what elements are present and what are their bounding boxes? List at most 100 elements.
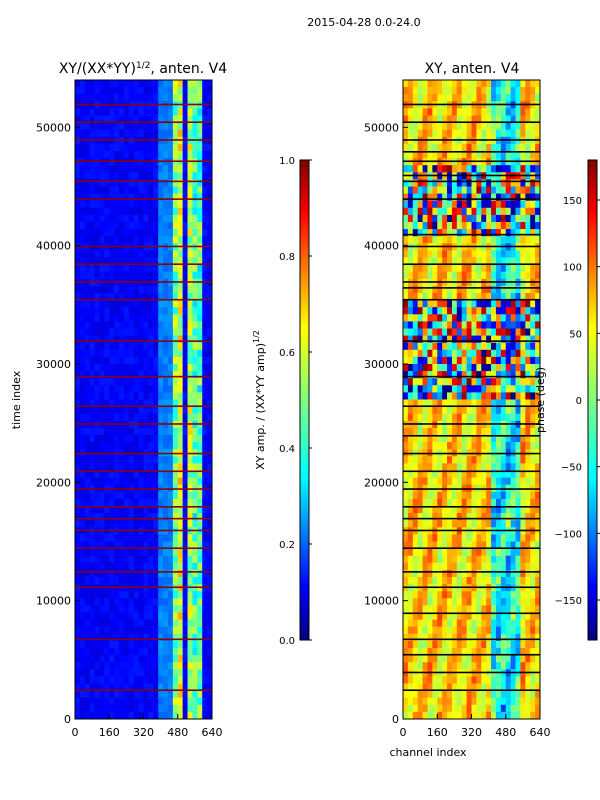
amp-cell [158, 229, 164, 237]
phase-cell [530, 591, 536, 599]
phase-cell [461, 165, 468, 173]
phase-cell [520, 342, 526, 351]
amp-cell [123, 207, 130, 216]
amp-cell [167, 200, 174, 209]
amp-cell [202, 676, 208, 684]
amp-cell [75, 271, 81, 280]
amp-cell [84, 172, 91, 180]
phase-cell [456, 399, 463, 408]
phase-cell [417, 399, 424, 408]
phase-cell [515, 534, 521, 542]
amp-cell [104, 236, 110, 244]
amp-cell [207, 257, 213, 266]
amp-cell [104, 129, 110, 138]
phase-cell [422, 520, 428, 528]
amp-cell [172, 321, 179, 329]
amp-cell [182, 122, 189, 131]
amp-cell [172, 541, 179, 550]
amp-cell [109, 697, 115, 706]
phase-cell [466, 321, 472, 329]
amp-cell [123, 122, 130, 131]
amp-cell [197, 399, 203, 408]
phase-cell [451, 214, 458, 223]
amp-cell [148, 207, 154, 216]
phase-cell [447, 413, 453, 422]
amp-cell [79, 534, 86, 542]
phase-cell [495, 633, 502, 642]
amp-cell [114, 364, 120, 372]
amp-cell [172, 626, 179, 635]
amp-cell [172, 250, 179, 258]
phase-cell [447, 378, 453, 386]
phase-cell [471, 108, 477, 116]
amp-cell [138, 640, 144, 649]
phase-cell [407, 321, 414, 329]
phase-cell [520, 151, 526, 159]
phase-cell [432, 378, 438, 386]
amp-cell [114, 385, 120, 393]
amp-cell [192, 143, 198, 152]
phase-cell [495, 612, 502, 621]
amp-cell [123, 648, 130, 656]
phase-cell [437, 392, 443, 400]
amp-cell [75, 626, 81, 635]
amp-cell [153, 87, 159, 95]
phase-cell [476, 328, 482, 337]
phase-cell [505, 186, 512, 195]
amp-cell [99, 704, 105, 713]
phase-cell [422, 392, 428, 400]
amp-cell [123, 129, 130, 138]
amp-cell [192, 222, 198, 230]
phase-cell [447, 214, 453, 223]
amp-cell [158, 704, 164, 713]
phase-cell [476, 392, 482, 400]
amp-cell [114, 300, 120, 308]
phase-cell [456, 498, 463, 507]
phase-cell [466, 371, 472, 379]
amp-cell [75, 378, 81, 386]
phase-cell [520, 548, 526, 557]
phase-cell [481, 477, 487, 486]
amp-cell [123, 655, 130, 663]
phase-cell [412, 534, 419, 542]
amp-cell [197, 506, 203, 514]
phase-cell [510, 392, 517, 400]
phase-cell [520, 399, 526, 408]
amp-cell [148, 562, 154, 571]
phase-cell [505, 285, 512, 294]
phase-cell [510, 271, 517, 280]
amp-cell [172, 335, 179, 344]
amp-cell [114, 250, 120, 258]
amp-cell [202, 293, 208, 301]
phase-cell [510, 683, 517, 692]
phase-cell [476, 94, 482, 102]
amp-cell [153, 598, 159, 606]
phase-cell [466, 541, 472, 550]
amp-cell [182, 328, 189, 337]
phase-cell [422, 605, 428, 613]
amp-cell [187, 697, 193, 706]
amp-cell [99, 513, 105, 521]
phase-cell [471, 569, 477, 578]
amp-cell [99, 392, 105, 400]
amp-cell [94, 683, 100, 692]
amp-cell [99, 399, 105, 408]
amp-cell [114, 257, 120, 266]
amp-cell [158, 172, 164, 180]
amp-cell [158, 683, 164, 692]
phase-cell [403, 356, 409, 365]
amp-cell [177, 349, 184, 358]
amp-cell [89, 555, 96, 564]
amp-cell [109, 271, 115, 280]
phase-cell [535, 626, 541, 635]
amp-cell [182, 626, 189, 635]
phase-cell [422, 115, 428, 124]
phase-cell [407, 300, 414, 308]
amp-cell [114, 669, 120, 677]
phase-cell [466, 80, 472, 88]
amp-cell [128, 569, 135, 578]
amp-cell [182, 577, 189, 585]
phase-cell [481, 406, 487, 415]
amp-cell [202, 605, 208, 613]
amp-cell [94, 300, 100, 308]
